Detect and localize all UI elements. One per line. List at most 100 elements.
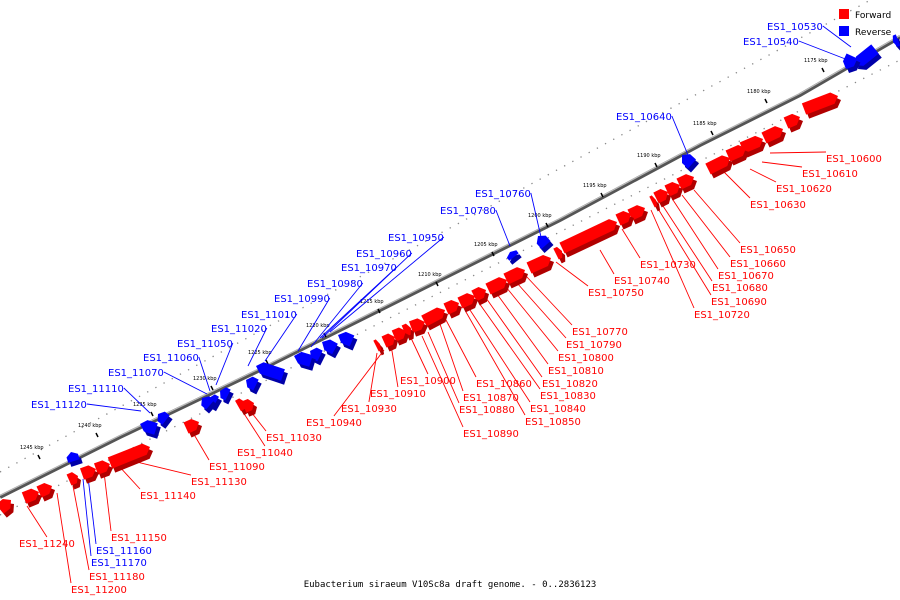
leader-line [496, 293, 549, 365]
gene-arrow-forward [381, 333, 398, 352]
legend-forward-label: Forward [855, 11, 891, 21]
kbp-tick-mark [150, 411, 154, 417]
leader-line [82, 478, 92, 557]
dotted-guide-lines [0, 0, 900, 516]
leader-line [749, 168, 777, 183]
gene-label-es1-10770: ES1_10770 [572, 327, 628, 338]
kbp-tick-mark [600, 192, 604, 198]
leader-line [390, 344, 399, 388]
upper-dotted-line [0, 0, 872, 473]
kbp-tick-mark [654, 162, 658, 168]
gene-label-es1-11180: ES1_11180 [89, 572, 145, 583]
kbp-tick-label: 1180 kbp [747, 89, 771, 95]
leader-line [525, 275, 573, 326]
leader-line [555, 261, 589, 287]
leader-line [769, 151, 827, 154]
leader-line [333, 349, 385, 417]
leader-line [761, 161, 803, 168]
kbp-tick-label: 1210 kbp [418, 272, 442, 278]
lower-dotted-line [0, 59, 900, 516]
legend-reverse-swatch [839, 26, 849, 36]
gene-label-es1-10610: ES1_10610 [802, 169, 858, 180]
gene-label-es1-11140: ES1_11140 [140, 491, 196, 502]
leader-line [86, 403, 142, 412]
leader-line [56, 492, 72, 584]
gene-arrow-forward [503, 267, 528, 289]
gene-arrow-forward [36, 482, 55, 502]
leader-line [103, 471, 112, 532]
gene-arrow-reverse [66, 452, 83, 467]
gene-label-es1-10900: ES1_10900 [400, 376, 456, 387]
gene-arrow-forward [676, 174, 697, 194]
gene-arrow-forward [401, 323, 414, 341]
gene-label-es1-11130: ES1_11130 [191, 477, 247, 488]
kbp-tick-mark [821, 67, 825, 73]
gene-arrow-forward [553, 246, 566, 264]
leader-line [319, 266, 398, 339]
gene-label-es1-10540: ES1_10540 [743, 37, 799, 48]
gene-arrow-reverse [246, 376, 262, 395]
gene-label-es1-11040: ES1_11040 [237, 448, 293, 459]
gene-label-es1-11090: ES1_11090 [209, 462, 265, 473]
gene-label-es1-10850: ES1_10850 [525, 417, 581, 428]
gene-label-es1-10860: ES1_10860 [476, 379, 532, 390]
leader-line [445, 319, 477, 378]
gene-label-es1-10950: ES1_10950 [388, 233, 444, 244]
leader-line [123, 387, 151, 414]
gene-label-es1-10660: ES1_10660 [730, 259, 786, 270]
kbp-tick-label: 1240 kbp [78, 423, 102, 429]
gene-label-es1-10720: ES1_10720 [694, 310, 750, 321]
gene-arrow-forward [93, 460, 113, 479]
leader-line [72, 485, 90, 571]
kbp-tick-mark [491, 251, 495, 257]
gene-arrow-forward [649, 195, 661, 212]
gene-arrow-reverse [294, 351, 316, 371]
gene-label-es1-10780: ES1_10780 [440, 206, 496, 217]
gene-label-es1-10840: ES1_10840 [530, 404, 586, 415]
leader-line [410, 337, 429, 375]
leader-line [297, 297, 331, 352]
gene-arrow-forward [79, 465, 99, 484]
leader-line [599, 249, 615, 275]
leader-line [478, 302, 541, 390]
gene-label-es1-10960: ES1_10960 [356, 249, 412, 260]
kbp-ticks: 1175 kbp 1180 kbp 1185 kbp 1190 kbp 1195 kbp… [20, 58, 828, 460]
leader-line [310, 282, 364, 348]
gene-arrow-reverse [536, 235, 554, 253]
gene-label-es1-10890: ES1_10890 [463, 429, 519, 440]
gene-arrow-reverse [892, 34, 900, 51]
gene-label-es1-10740: ES1_10740 [614, 276, 670, 287]
gene-label-es1-11150: ES1_11150 [111, 533, 167, 544]
gene-arrow-reverse [256, 362, 288, 385]
gene-label-es1-10600: ES1_10600 [826, 154, 882, 165]
kbp-tick-label: 1185 kbp [693, 121, 717, 127]
kbp-tick-mark [37, 454, 41, 460]
gene-arrow-reverse [322, 339, 341, 359]
leader-line [495, 209, 511, 247]
leader-line [662, 205, 713, 282]
kbp-tick-label: 1200 kbp [528, 213, 552, 219]
gene-arrow-reverse [338, 331, 358, 351]
gene-arrow-forward [21, 488, 42, 508]
leader-line [516, 282, 567, 339]
gene-label-es1-10880: ES1_10880 [459, 405, 515, 416]
gene-label-es1-10620: ES1_10620 [776, 184, 832, 195]
leader-line [247, 327, 268, 367]
leader-line [87, 476, 97, 545]
gene-label-es1-11120: ES1_11120 [31, 400, 87, 411]
gene-label-es1-11010: ES1_11010 [241, 310, 297, 321]
label-leader-lines [26, 25, 852, 584]
gene-arrow-reverse [157, 411, 173, 429]
leader-line [822, 25, 852, 48]
gene-label-es1-11070: ES1_11070 [108, 368, 164, 379]
kbp-tick-label: 1190 kbp [637, 153, 661, 159]
leader-line [427, 331, 460, 404]
leader-line [469, 309, 531, 403]
leader-line [26, 505, 48, 538]
gene-label-es1-10640: ES1_10640 [616, 112, 672, 123]
gene-label-es1-10870: ES1_10870 [463, 393, 519, 404]
gene-arrow-forward [0, 498, 14, 518]
gene-arrow-forward [241, 399, 257, 417]
gene-label-es1-10910: ES1_10910 [370, 389, 426, 400]
gene-label-es1-11160: ES1_11160 [96, 546, 152, 557]
